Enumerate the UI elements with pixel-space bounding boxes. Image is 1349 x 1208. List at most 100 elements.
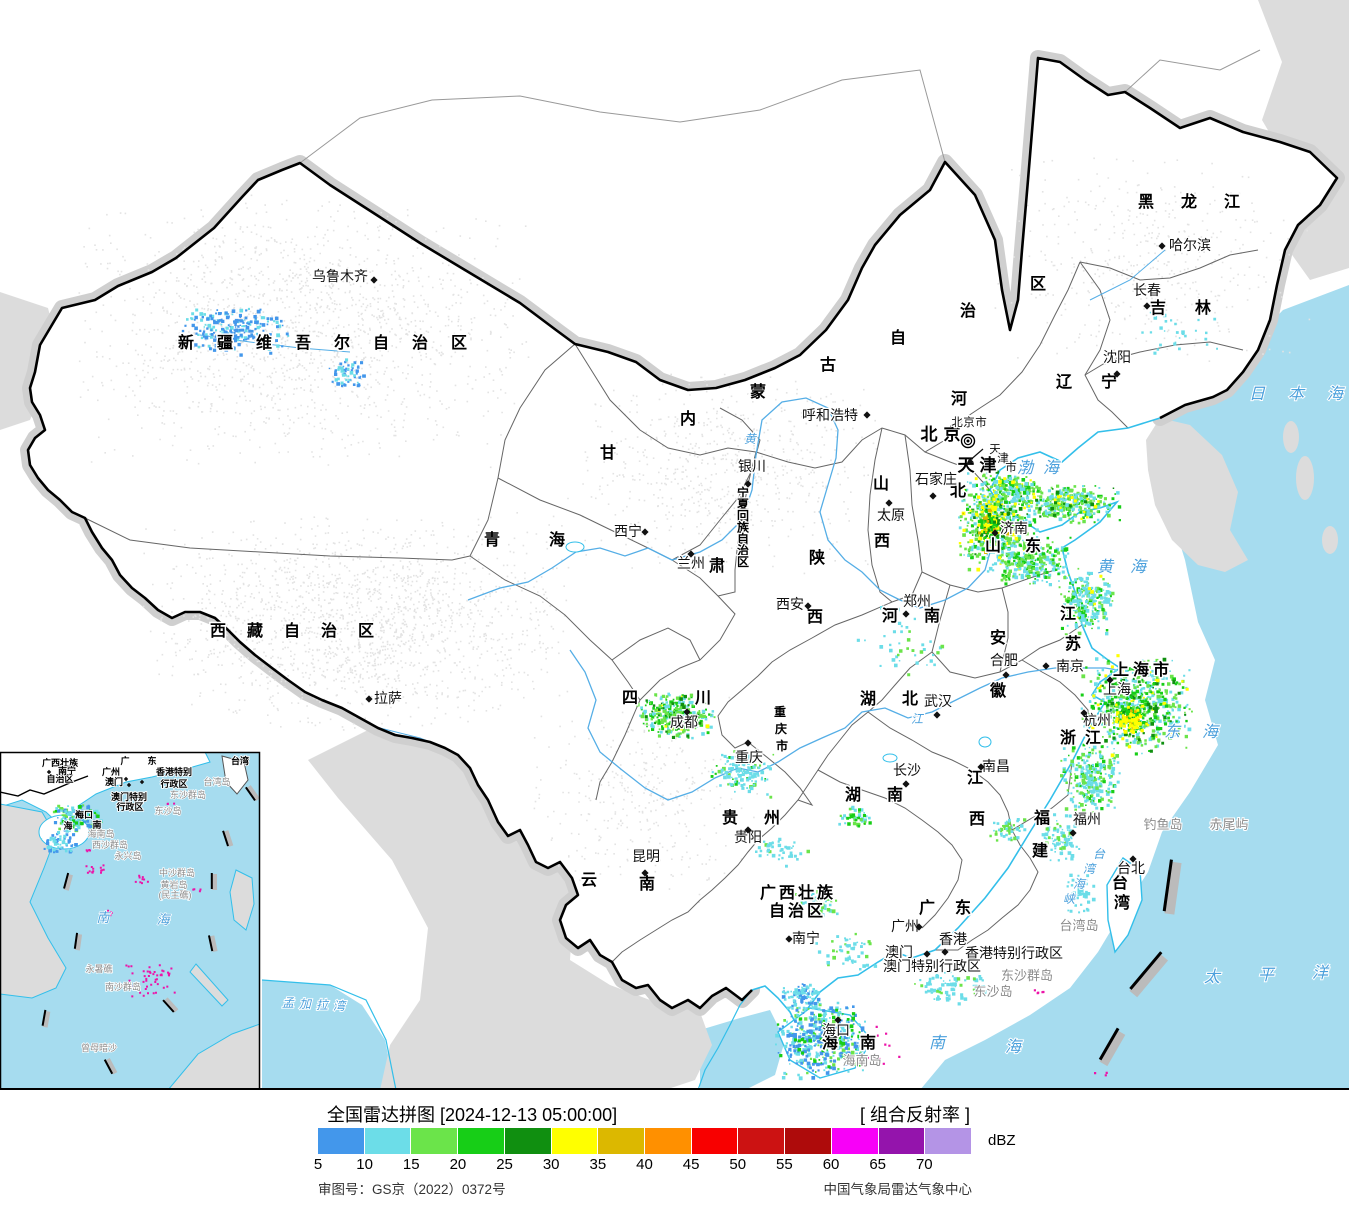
inset-label: 香港特别 <box>155 766 192 777</box>
province-label: 广 <box>919 898 935 917</box>
foreign-island-japan-2 <box>1296 456 1314 500</box>
province-label: 甘 <box>600 444 616 462</box>
inset-dash <box>245 785 260 802</box>
city-label: 武汉 <box>924 693 952 709</box>
sea-area-bengal <box>262 980 395 1090</box>
inset-island-label: 中沙群岛 <box>159 867 195 878</box>
scatter <box>1033 989 1045 995</box>
echo-shandong-south <box>988 536 1070 587</box>
province-label: 山 <box>873 475 889 493</box>
province-label: 南 <box>639 874 655 893</box>
inset-echo-hainan-s <box>43 832 78 854</box>
sea-label: 海 <box>1202 723 1220 741</box>
city-dot <box>915 923 923 931</box>
legend-tick-45: 45 <box>682 1156 700 1173</box>
sea-area-east <box>920 285 1349 1090</box>
province-label: 治 <box>412 333 428 352</box>
province-label: 族 <box>817 883 834 902</box>
inset-island-label: 南沙群岛 <box>105 981 141 992</box>
scatter <box>166 802 176 805</box>
sea-label: 南 <box>929 1034 948 1052</box>
province-label: 治 <box>737 543 749 558</box>
city-label: 长春 <box>1133 282 1161 298</box>
city-dot <box>1080 709 1088 717</box>
inset-dash <box>162 997 179 1013</box>
city-dot <box>744 739 752 747</box>
inset-island-label: 曾母暗沙 <box>81 1042 117 1053</box>
inset-foreign-palawan <box>189 963 229 1007</box>
scatter <box>107 909 113 917</box>
city-dot <box>1069 829 1077 837</box>
city-label: 海口 <box>822 1022 850 1038</box>
province-label: 自 <box>737 531 749 546</box>
city-label: 兰州 <box>677 555 705 571</box>
echo-zhejiang-coast <box>1062 743 1117 811</box>
inset-city-dot <box>139 779 145 785</box>
municipality-label: 京 <box>944 424 961 444</box>
city-dot <box>365 695 373 703</box>
echo-guangdong-coast <box>914 976 981 995</box>
province-label: 西 <box>969 810 985 828</box>
inset-island-label: 黄岩岛 <box>160 879 187 890</box>
inset-label: 澳门特别 <box>111 791 147 802</box>
province-label: 四 <box>622 690 638 707</box>
inset-label: 南宁 <box>58 765 76 776</box>
sea-label: 黄 <box>1097 558 1115 576</box>
province-label: 海 <box>1133 660 1149 679</box>
city-dot <box>991 529 999 537</box>
city-dot <box>834 1016 842 1024</box>
echo-shanghai <box>1081 658 1193 758</box>
inset-city-dot <box>126 782 132 788</box>
inset-island-label: (民主礁) <box>159 889 192 900</box>
city-label: 南宁 <box>792 930 820 946</box>
province-label: 辽 <box>1056 373 1073 391</box>
province-label: 治 <box>321 621 337 640</box>
lake-qinghai <box>565 541 585 553</box>
city-label: 太原 <box>877 507 905 523</box>
legend-color-60 <box>831 1128 879 1154</box>
inset-label: 行政区 <box>159 778 187 789</box>
echo-bohai-inner <box>992 477 1036 505</box>
city-label: 济南 <box>1000 520 1028 536</box>
map-labels: 黑龙江吉 林辽 宁河北山西山东河 南陕西甘肃青 海新疆维吾尔自治区西藏自治区内蒙古自治区… <box>176 191 1346 1070</box>
province-label: 自 <box>769 901 785 920</box>
inset-echo-hainan <box>53 804 100 835</box>
province-label: 市 <box>776 738 788 753</box>
province-label: 内 <box>680 409 696 428</box>
inset-island-label: 东沙岛 <box>154 805 181 816</box>
rivers <box>199 249 1166 801</box>
foreign-land-japan <box>1258 0 1349 280</box>
province-label: 林 <box>1195 298 1211 317</box>
echo-guangxi-sparse <box>815 935 891 971</box>
inset-city-dots <box>46 769 145 817</box>
legend-color-30 <box>551 1128 599 1154</box>
province-label: 安 <box>990 628 1006 647</box>
echo-hunan-south <box>795 891 839 918</box>
province-label: 西 <box>210 622 226 640</box>
province-label: 东 <box>955 898 971 917</box>
inset-sea-label: 海 <box>156 912 171 927</box>
city-label: 成都 <box>670 714 698 730</box>
city-label: 南昌 <box>982 758 1010 774</box>
inset-echo-hainan-s <box>40 831 73 853</box>
province-label: 台 <box>1112 873 1128 892</box>
legend-color-40 <box>645 1128 692 1154</box>
color-scale-ticks: 5 10 15 20 25 30 35 40 45 50 55 60 65 70 <box>314 1156 998 1176</box>
city-label: 市 <box>1005 460 1017 474</box>
sea-label: 渤 <box>1017 459 1035 477</box>
municipality-label: 北 <box>921 425 938 444</box>
legend-tick-30: 30 <box>542 1156 560 1173</box>
province-label: 西 <box>807 608 823 626</box>
province-label: 云 <box>581 872 597 889</box>
province-label: 陕 <box>809 548 825 567</box>
province-label: 回 <box>737 509 749 523</box>
island-label: 赤尾屿 <box>1209 817 1248 832</box>
province-label: 南 <box>860 1033 876 1052</box>
color-scale-bar <box>318 1128 972 1154</box>
echo-jiangsu-coast <box>1060 573 1112 632</box>
province-label: 区 <box>1030 275 1046 293</box>
province-label: 西 <box>874 532 890 550</box>
inset-dash <box>103 1058 118 1075</box>
province-label: 西 <box>779 884 795 902</box>
